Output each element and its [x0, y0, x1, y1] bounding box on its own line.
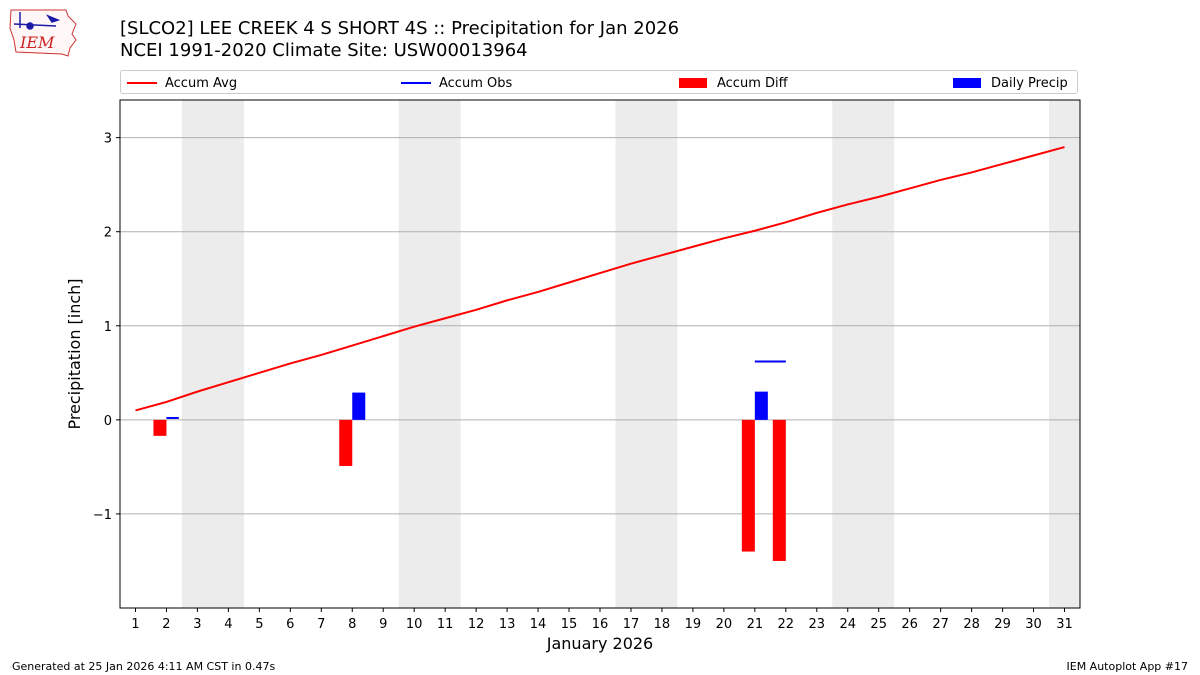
x-tick-label: 1: [131, 617, 139, 632]
plot-frame: [119, 99, 1081, 609]
y-tick-label: 2: [104, 226, 112, 241]
weather-station-icon: [13, 12, 61, 30]
y-tick-label: 3: [104, 132, 112, 147]
x-tick-label: 27: [932, 617, 949, 632]
legend-swatch-accum-obs: [401, 82, 431, 84]
x-axis-label: January 2026: [546, 634, 653, 653]
weekend-band: [398, 100, 461, 608]
x-tick-label: 21: [747, 617, 764, 632]
legend-swatch-daily-precip: [953, 78, 981, 88]
accum-diff-bar: [153, 419, 167, 436]
x-tick-label: 2: [162, 617, 170, 632]
accum-avg-line: [135, 146, 1065, 412]
logo-text: IEM: [19, 33, 55, 52]
x-tick-label: 25: [870, 617, 887, 632]
x-tick-label: 6: [286, 617, 294, 632]
iem-logo: IEM: [9, 9, 77, 57]
x-tick-label: 19: [685, 617, 702, 632]
x-tick-label: 22: [778, 617, 795, 632]
weekend-band: [181, 100, 244, 608]
x-tick-label: 29: [994, 617, 1011, 632]
x-tick-label: 16: [592, 617, 609, 632]
x-tick-label: 17: [623, 617, 640, 632]
y-tick-label: −1: [93, 508, 112, 523]
legend-label-accum-avg: Accum Avg: [165, 75, 238, 91]
legend-item-accum-diff: Accum Diff: [679, 74, 788, 92]
legend-item-accum-obs: Accum Obs: [401, 74, 512, 92]
x-tick-label: 31: [1056, 617, 1073, 632]
x-tick-label: 4: [224, 617, 232, 632]
x-tick-label: 5: [255, 617, 263, 632]
footer-generated: Generated at 25 Jan 2026 4:11 AM CST in …: [12, 660, 276, 673]
legend-label-daily-precip: Daily Precip: [991, 75, 1068, 91]
chart-title-line2: NCEI 1991-2020 Climate Site: USW00013964: [120, 40, 528, 61]
footer-app: IEM Autoplot App #17: [1066, 660, 1189, 673]
x-tick-label: 23: [809, 617, 826, 632]
legend-swatch-accum-diff: [679, 78, 707, 88]
x-tick-label: 15: [561, 617, 578, 632]
legend-item-daily-precip: Daily Precip: [953, 74, 1068, 92]
weekend-band: [1049, 100, 1080, 608]
legend-item-accum-avg: Accum Avg: [127, 74, 237, 92]
weekend-band: [615, 100, 678, 608]
x-tick-label: 12: [468, 617, 485, 632]
legend-label-accum-diff: Accum Diff: [717, 75, 788, 91]
x-tick-label: 10: [406, 617, 423, 632]
x-tick-label: 7: [317, 617, 325, 632]
chart-title: [SLCO2] LEE CREEK 4 S SHORT 4S :: Precip…: [120, 18, 679, 62]
x-tick-label: 9: [379, 617, 387, 632]
x-tick-label: 24: [839, 617, 856, 632]
x-tick-label: 26: [901, 617, 918, 632]
x-tick-label: 20: [716, 617, 733, 632]
x-tick-label: 30: [1025, 617, 1042, 632]
accum-diff-bar: [339, 419, 353, 466]
weekend-band: [832, 100, 895, 608]
y-tick-label: 1: [104, 320, 112, 335]
daily-precip-bar: [754, 391, 768, 420]
chart-legend: Accum Avg Accum Obs Accum Diff Daily Pre…: [120, 70, 1078, 94]
legend-swatch-accum-avg: [127, 82, 157, 84]
x-tick-label: 8: [348, 617, 356, 632]
y-tick-label: 0: [104, 414, 112, 429]
chart-title-line1: [SLCO2] LEE CREEK 4 S SHORT 4S :: Precip…: [120, 18, 680, 39]
iowa-outline-icon: [9, 9, 77, 57]
x-tick-label: 28: [963, 617, 980, 632]
x-tick-label: 3: [193, 617, 201, 632]
x-tick-label: 11: [437, 617, 454, 632]
accum-diff-bar: [741, 419, 755, 552]
y-axis-label: Precipitation [inch]: [65, 278, 84, 429]
daily-precip-bar: [352, 392, 366, 420]
accum-diff-bar: [772, 419, 786, 561]
x-tick-label: 18: [654, 617, 671, 632]
legend-label-accum-obs: Accum Obs: [439, 75, 513, 91]
x-tick-label: 14: [530, 617, 547, 632]
x-tick-label: 13: [499, 617, 516, 632]
